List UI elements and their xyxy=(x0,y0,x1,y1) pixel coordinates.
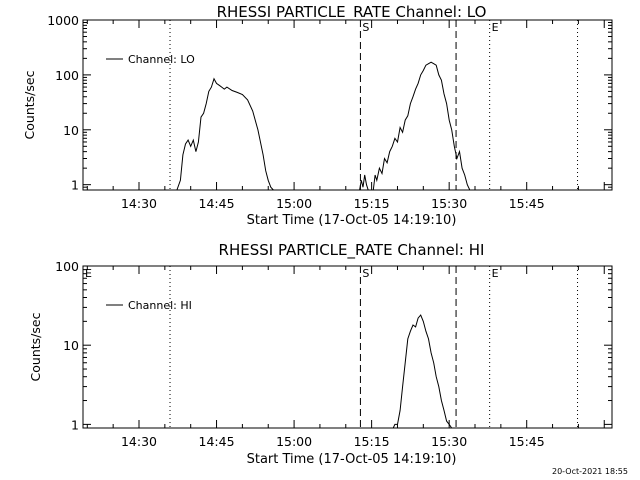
marker-label-e: E xyxy=(85,267,92,280)
x-tick-label: 15:15 xyxy=(354,196,390,211)
plot-frame xyxy=(82,19,613,191)
x-tick-label: 15:00 xyxy=(276,434,312,449)
panel-lo: RHESSI PARTICLE_RATE Channel: LO 14:30 14:… xyxy=(22,3,613,228)
marker-label-e: E xyxy=(492,267,499,280)
y-tick-label: 100 xyxy=(55,68,79,83)
x-tick-label: 14:45 xyxy=(199,196,235,211)
legend-entry: Channel: LO xyxy=(128,53,195,66)
chart-title: RHESSI PARTICLE_RATE Channel: LO xyxy=(217,3,487,22)
legend-entry: Channel: HI xyxy=(128,299,192,312)
y-tick-label: 1 xyxy=(71,178,79,193)
marker-label-s: S xyxy=(362,21,369,34)
x-tick-label: 14:45 xyxy=(199,434,235,449)
x-axis-label: Start Time (17-Oct-05 14:19:10) xyxy=(247,452,457,467)
series-line xyxy=(392,314,453,428)
y-axis-label: Counts/sec xyxy=(28,312,43,381)
marker-label-s: S xyxy=(362,267,369,280)
x-axis-label: Start Time (17-Oct-05 14:19:10) xyxy=(247,213,457,228)
plot-frame xyxy=(82,265,613,429)
generation-timestamp: 20-Oct-2021 18:55 xyxy=(552,467,628,476)
x-tick-label: 15:30 xyxy=(431,434,467,449)
series-line xyxy=(176,77,274,190)
panel-hi: RHESSI PARTICLE_RATE Channel: HI 14:30 14:… xyxy=(28,241,613,467)
series-line xyxy=(372,61,471,190)
x-tick-label: 15:30 xyxy=(431,196,467,211)
y-tick-label: 1 xyxy=(71,417,79,432)
x-tick-label: 14:30 xyxy=(121,196,157,211)
x-tick-label: 15:45 xyxy=(509,434,545,449)
x-tick-label: 15:45 xyxy=(509,196,545,211)
x-tick-label: 14:30 xyxy=(121,434,157,449)
y-tick-label: 10 xyxy=(63,338,79,353)
marker-label-e: E xyxy=(492,21,499,34)
series-line xyxy=(359,174,369,190)
x-tick-label: 15:00 xyxy=(276,196,312,211)
chart-title: RHESSI PARTICLE_RATE Channel: HI xyxy=(219,241,485,260)
y-tick-label: 100 xyxy=(55,259,79,274)
x-tick-label: 15:15 xyxy=(354,434,390,449)
y-axis-label: Counts/sec xyxy=(22,70,37,139)
y-tick-label: 1000 xyxy=(47,13,79,28)
y-tick-label: 10 xyxy=(63,123,79,138)
